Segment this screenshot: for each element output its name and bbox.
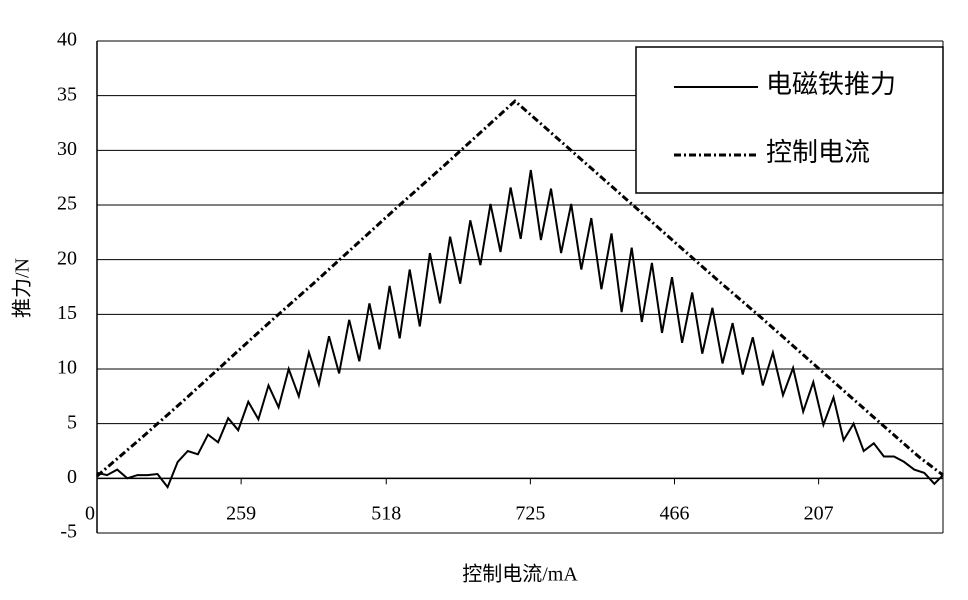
legend-label: 控制电流: [766, 138, 870, 167]
y-tick-label: 40: [57, 29, 77, 51]
series-line: [96, 169, 944, 490]
y-tick-label: 35: [57, 83, 77, 105]
y-tick-label: 0: [67, 466, 77, 488]
y-tick-label: 20: [57, 247, 77, 269]
x-axis-label: 控制电流/mA: [462, 563, 578, 586]
x-tick-label: 259: [226, 503, 256, 525]
y-tick-label: 5: [67, 411, 77, 433]
y-tick-label: 30: [57, 138, 77, 160]
x-tick-label: 207: [804, 503, 834, 525]
y-axis-label: 推力/N: [11, 258, 34, 318]
x-tick-label: 0: [85, 503, 95, 525]
y-tick-label: -5: [60, 521, 77, 543]
x-tick-label: 518: [371, 503, 401, 525]
x-tick-label: 725: [515, 503, 545, 525]
legend-label: 电磁铁推力: [766, 70, 896, 99]
legend-box: [635, 46, 944, 194]
x-tick-label: 466: [659, 503, 689, 525]
series-line: [96, 99, 944, 478]
y-tick-label: 10: [57, 357, 77, 379]
y-tick-label: 25: [57, 193, 77, 215]
y-tick-label: 15: [57, 302, 77, 324]
